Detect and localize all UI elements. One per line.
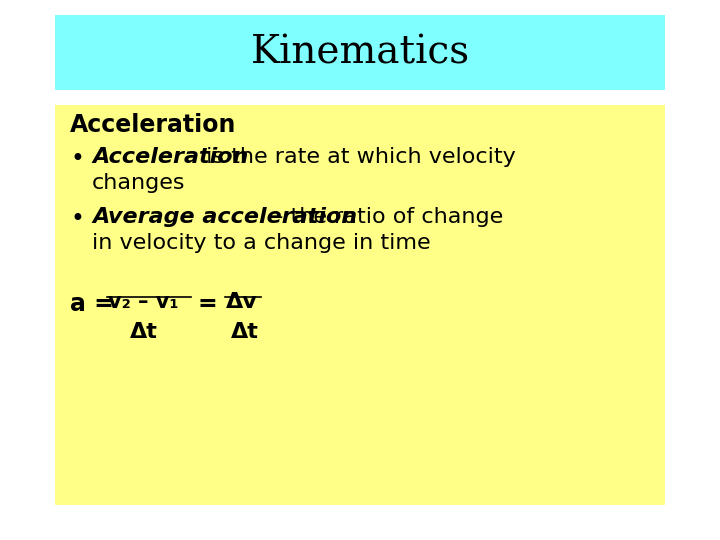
Text: •: • [70,207,84,231]
Text: Kinematics: Kinematics [251,35,469,71]
Text: =: = [198,292,226,316]
Text: – the ratio of change: – the ratio of change [265,207,503,227]
Text: Acceleration: Acceleration [92,147,248,167]
Text: Δt: Δt [130,322,158,342]
Text: a =: a = [70,292,122,316]
Text: •: • [70,147,84,171]
FancyBboxPatch shape [55,15,665,90]
Text: Δv: Δv [226,292,258,312]
FancyBboxPatch shape [55,105,665,505]
Text: changes: changes [92,173,186,193]
Text: Average acceleration: Average acceleration [92,207,357,227]
Text: is the rate at which velocity: is the rate at which velocity [199,147,516,167]
Text: Acceleration: Acceleration [70,113,236,137]
Text: in velocity to a change in time: in velocity to a change in time [92,233,431,253]
Text: v₂ – v₁: v₂ – v₁ [108,292,179,312]
Text: Δt: Δt [231,322,259,342]
